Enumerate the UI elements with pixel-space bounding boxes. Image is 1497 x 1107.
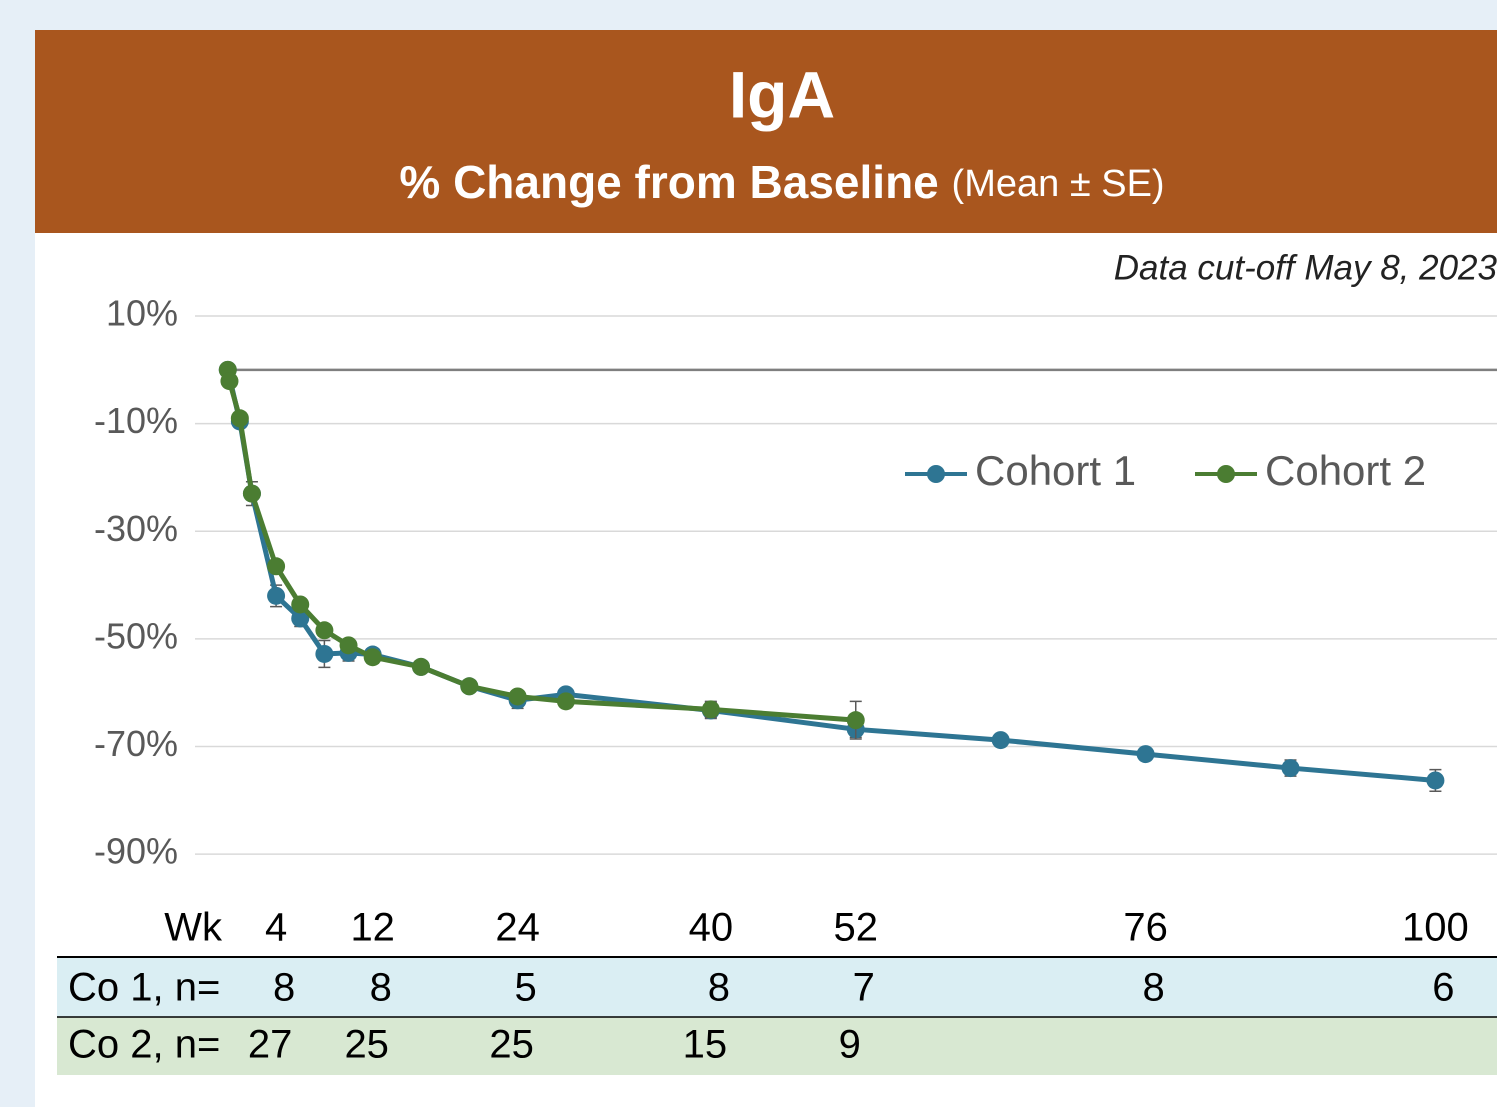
y-tick-label: -30% <box>94 508 178 549</box>
data-point <box>1281 759 1300 778</box>
table-cell: 25 <box>489 1023 534 1067</box>
data-point <box>1426 771 1445 790</box>
data-point <box>363 648 382 667</box>
data-point <box>701 700 720 719</box>
data-point <box>315 644 334 663</box>
x-tick-label: 52 <box>833 906 878 950</box>
legend-marker <box>927 465 945 483</box>
table-cell: 8 <box>1142 966 1164 1010</box>
table-cell: 5 <box>514 966 536 1010</box>
subtitle: % Change from Baseline <box>399 156 938 208</box>
table-cell: 8 <box>273 966 295 1010</box>
legend-label: Cohort 2 <box>1265 447 1426 494</box>
y-tick-label: -50% <box>94 615 178 656</box>
data-point <box>339 636 358 655</box>
data-point <box>460 677 479 696</box>
data-point <box>556 692 575 711</box>
x-tick-label: 76 <box>1123 906 1168 950</box>
table-cell: 9 <box>839 1023 861 1067</box>
data-point <box>991 731 1010 750</box>
data-point <box>846 711 865 730</box>
table-cell: 15 <box>683 1023 728 1067</box>
x-axis-label: Wk <box>164 906 223 950</box>
table-cell: 8 <box>708 966 730 1010</box>
legend-label: Cohort 1 <box>975 447 1136 494</box>
table-cell: 8 <box>370 966 392 1010</box>
row-label: Co 2, n= <box>68 1023 220 1067</box>
x-tick-label: 12 <box>350 906 395 950</box>
header <box>35 30 1497 233</box>
table-cell: 27 <box>248 1023 293 1067</box>
y-tick-label: -90% <box>94 831 178 872</box>
data-point <box>291 595 310 614</box>
data-point <box>1136 745 1155 764</box>
table-cell: 7 <box>853 966 875 1010</box>
data-point <box>242 484 261 503</box>
data-point <box>230 409 249 428</box>
table-cell: 6 <box>1432 966 1454 1010</box>
chart-subtitle: % Change from Baseline (Mean ± SE) <box>399 156 1164 208</box>
y-tick-label: 10% <box>106 293 178 334</box>
annotation: Data cut-off May 8, 2023 <box>1114 248 1497 287</box>
data-point <box>291 609 310 628</box>
row-bg <box>57 957 1497 1017</box>
data-point <box>508 687 527 706</box>
row-bg <box>57 1017 1497 1075</box>
legend-marker <box>1217 465 1235 483</box>
y-tick-label: -70% <box>94 723 178 764</box>
chart-title: IgA <box>729 57 835 131</box>
x-tick-label: 4 <box>265 906 287 950</box>
data-point <box>267 557 286 576</box>
row-label: Co 1, n= <box>68 966 220 1010</box>
data-point <box>411 657 430 676</box>
x-tick-label: 24 <box>495 906 540 950</box>
data-point <box>267 586 286 605</box>
table-cell: 25 <box>344 1023 389 1067</box>
x-tick-label: 40 <box>689 906 734 950</box>
subtitle-note: (Mean ± SE) <box>952 163 1165 205</box>
x-tick-label: 100 <box>1402 906 1469 950</box>
data-point <box>315 621 334 640</box>
y-tick-label: -10% <box>94 400 178 441</box>
data-point <box>220 372 239 391</box>
